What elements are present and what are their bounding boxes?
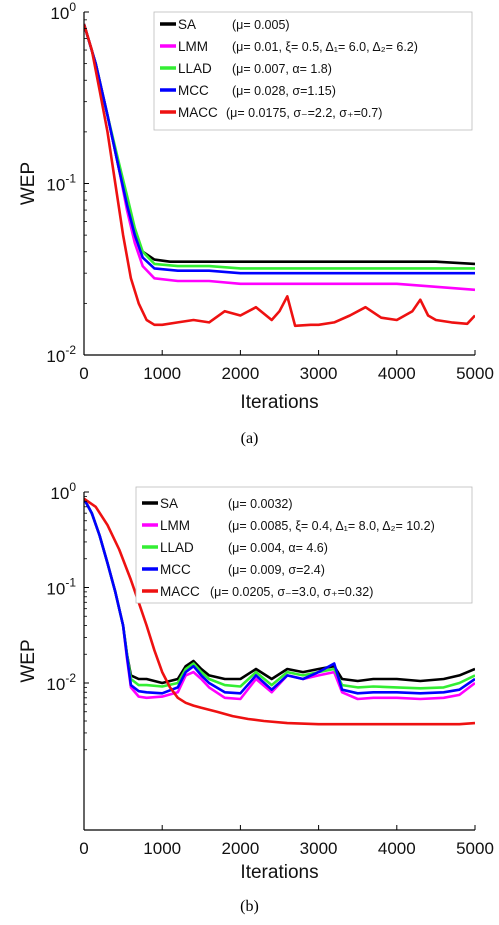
legend-label-mcc: MCC bbox=[178, 83, 209, 98]
x-tick-label: 1000 bbox=[143, 839, 181, 858]
legend-params-macc: (μ= 0.0175, σ₋=2.2, σ₊=0.7) bbox=[226, 106, 382, 120]
x-tick-label: 5000 bbox=[456, 839, 494, 858]
y-tick-label: 10-2 bbox=[46, 671, 76, 694]
legend-params-llad: (μ= 0.007, α= 1.8) bbox=[232, 62, 332, 76]
y-axis-label: WEP bbox=[18, 639, 39, 682]
legend-label-sa: SA bbox=[178, 17, 196, 32]
legend-label-llad: LLAD bbox=[160, 540, 194, 555]
x-tick-label: 3000 bbox=[300, 839, 338, 858]
legend-label-mcc: MCC bbox=[160, 562, 191, 577]
x-axis-label: Iterations bbox=[240, 392, 318, 413]
legend-label-sa: SA bbox=[160, 496, 178, 511]
x-tick-label: 1000 bbox=[143, 364, 181, 383]
legend-params-llad: (μ= 0.004, α= 4.6) bbox=[228, 541, 328, 555]
series-line-macc bbox=[84, 23, 475, 328]
legend: SA (μ= 0.0032) LMM (μ= 0.0085, ξ= 0.4, Δ₁= … bbox=[135, 486, 473, 604]
series-line-mcc bbox=[84, 498, 475, 695]
legend-label-llad: LLAD bbox=[178, 61, 212, 76]
legend-label-macc: MACC bbox=[160, 584, 200, 599]
legend-params-macc: (μ= 0.0205, σ₋=3.0, σ₊=0.32) bbox=[210, 585, 373, 599]
caption-b: (b) bbox=[240, 898, 259, 915]
x-tick-label: 0 bbox=[79, 839, 88, 858]
series-line-mcc bbox=[84, 23, 475, 275]
x-axis-label: Iterations bbox=[240, 862, 318, 883]
chart-panel-a: 0 1000 2000 3000 4000 5000 100 10-1 10-2 Iteratio… bbox=[18, 0, 494, 413]
y-axis-label: WEP bbox=[18, 162, 39, 205]
caption-a: (a) bbox=[240, 430, 259, 447]
x-tick-label: 3000 bbox=[300, 364, 338, 383]
legend-label-macc: MACC bbox=[178, 105, 218, 120]
legend-params-mcc: (μ= 0.028, σ=1.15) bbox=[232, 84, 336, 98]
legend-label-lmm: LMM bbox=[160, 518, 190, 533]
x-tick-label: 5000 bbox=[456, 364, 494, 383]
legend-box bbox=[153, 11, 473, 131]
series-group bbox=[84, 23, 475, 328]
x-tick-label: 4000 bbox=[378, 839, 416, 858]
x-tick-label: 2000 bbox=[221, 364, 259, 383]
chart-panel-b: 0 1000 2000 3000 4000 5000 100 10-1 10-2 Iteratio… bbox=[18, 480, 494, 883]
series-line-macc bbox=[84, 497, 475, 726]
legend-box bbox=[135, 486, 473, 604]
y-tick-label: 10-1 bbox=[46, 172, 76, 195]
legend-params-lmm: (μ= 0.01, ξ= 0.5, Δ₁= 6.0, Δ₂= 6.2) bbox=[232, 40, 418, 54]
y-tick-label: 100 bbox=[50, 0, 76, 23]
x-tick-label: 0 bbox=[79, 364, 88, 383]
x-tick-label: 4000 bbox=[378, 364, 416, 383]
y-tick-label: 10-1 bbox=[46, 576, 76, 599]
legend-params-mcc: (μ= 0.009, σ=2.4) bbox=[228, 563, 325, 577]
legend-params-sa: (μ= 0.005) bbox=[232, 18, 290, 32]
legend-label-lmm: LMM bbox=[178, 39, 208, 54]
y-tick-label: 10-2 bbox=[46, 343, 76, 366]
legend-params-sa: (μ= 0.0032) bbox=[228, 497, 293, 511]
legend: SA (μ= 0.005) LMM (μ= 0.01, ξ= 0.5, Δ₁= 6.0… bbox=[153, 11, 473, 131]
legend-params-lmm: (μ= 0.0085, ξ= 0.4, Δ₁= 8.0, Δ₂= 10.2) bbox=[228, 519, 435, 533]
x-tick-label: 2000 bbox=[221, 839, 259, 858]
series-group bbox=[84, 497, 475, 726]
y-tick-label: 100 bbox=[50, 480, 76, 503]
